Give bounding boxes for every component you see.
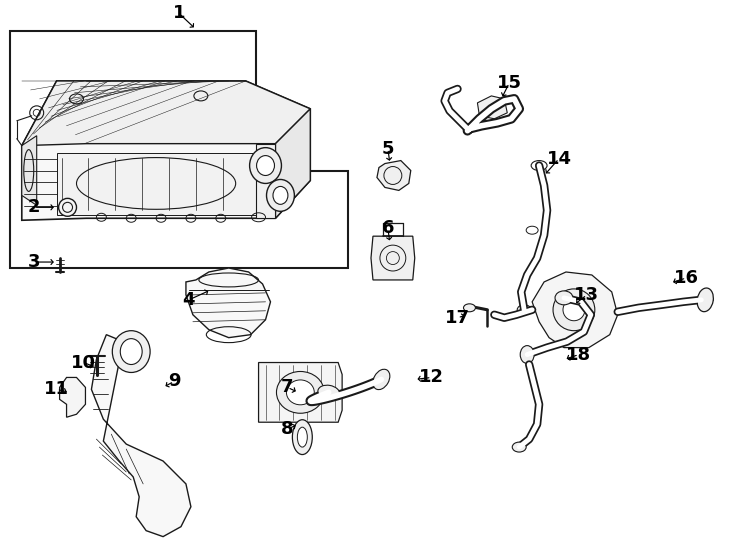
Ellipse shape: [373, 369, 390, 390]
Text: 3: 3: [27, 253, 40, 271]
Polygon shape: [22, 81, 310, 146]
Text: 7: 7: [281, 379, 294, 396]
Ellipse shape: [266, 179, 294, 211]
Polygon shape: [59, 377, 85, 417]
Text: 9: 9: [168, 373, 181, 390]
Text: 17: 17: [445, 309, 470, 327]
Polygon shape: [22, 136, 37, 205]
Polygon shape: [532, 272, 618, 348]
Text: 4: 4: [183, 291, 195, 309]
Polygon shape: [371, 236, 415, 280]
Ellipse shape: [292, 420, 312, 455]
Text: 13: 13: [575, 286, 600, 304]
Ellipse shape: [463, 304, 476, 312]
Text: 11: 11: [44, 380, 69, 399]
Ellipse shape: [120, 339, 142, 364]
Polygon shape: [10, 31, 348, 268]
Ellipse shape: [512, 442, 526, 452]
Text: 5: 5: [382, 140, 394, 158]
Ellipse shape: [250, 147, 281, 184]
Text: 10: 10: [71, 354, 96, 372]
Text: 2: 2: [27, 198, 40, 217]
Polygon shape: [477, 96, 507, 119]
Ellipse shape: [273, 186, 288, 204]
Text: 12: 12: [419, 368, 444, 387]
Ellipse shape: [555, 291, 573, 305]
Polygon shape: [22, 81, 310, 220]
Text: 15: 15: [497, 74, 522, 92]
Polygon shape: [92, 335, 191, 537]
Text: 18: 18: [567, 346, 592, 363]
Polygon shape: [275, 109, 310, 218]
Polygon shape: [255, 144, 275, 218]
Text: 8: 8: [281, 420, 294, 438]
Text: 6: 6: [382, 219, 394, 237]
Text: 1: 1: [172, 4, 185, 22]
Ellipse shape: [318, 385, 340, 400]
Ellipse shape: [257, 156, 275, 176]
Ellipse shape: [553, 289, 595, 330]
Ellipse shape: [59, 198, 76, 217]
Ellipse shape: [277, 372, 324, 413]
Text: 14: 14: [547, 150, 572, 167]
Text: 16: 16: [674, 269, 699, 287]
Ellipse shape: [563, 299, 585, 321]
Ellipse shape: [520, 346, 534, 363]
Polygon shape: [57, 153, 255, 215]
Polygon shape: [186, 268, 271, 338]
Ellipse shape: [297, 427, 308, 447]
Polygon shape: [377, 160, 411, 191]
Ellipse shape: [697, 288, 713, 312]
Ellipse shape: [286, 380, 314, 405]
Ellipse shape: [112, 330, 150, 373]
Polygon shape: [258, 362, 342, 422]
